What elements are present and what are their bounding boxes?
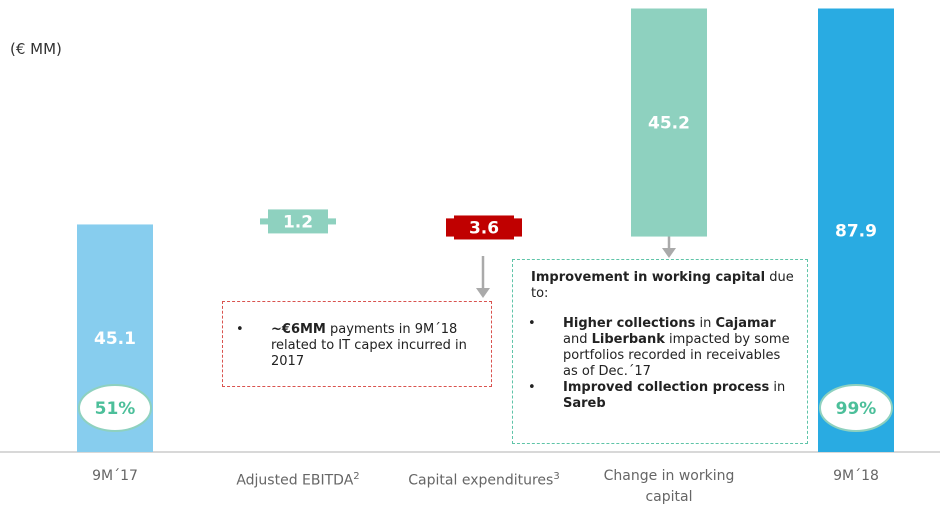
annotation-text: impacted by some portfolios recorded in … bbox=[563, 332, 790, 379]
category: 9M´17 bbox=[92, 468, 138, 484]
percentage-label: 99% bbox=[836, 399, 877, 419]
annotation-text: and bbox=[563, 332, 592, 347]
x-tick-label: Change in working capital bbox=[579, 466, 759, 508]
annotation-bullet: ~€6MM payments in 9M´18 related to IT ca… bbox=[236, 322, 479, 370]
annotation-list: ~€6MM payments in 9M´18 related to IT ca… bbox=[231, 322, 479, 370]
value-label: 1.2 bbox=[283, 212, 313, 232]
footnote-mark: 2 bbox=[353, 471, 360, 482]
value-label: 87.9 bbox=[835, 221, 877, 241]
category: 9M´18 bbox=[833, 468, 879, 484]
annotation-text: in bbox=[695, 316, 716, 331]
annotation-text: Improvement in working capital bbox=[531, 270, 766, 285]
category: Capital expenditures bbox=[408, 472, 554, 489]
value-label: 45.1 bbox=[94, 329, 136, 349]
annotation-text: Higher collections bbox=[563, 316, 696, 331]
category: Change in working capital bbox=[603, 468, 735, 505]
annotation-text: Cajamar bbox=[715, 316, 776, 331]
arrow-head bbox=[476, 288, 490, 298]
unit-label: (€ MM) bbox=[10, 40, 62, 58]
annotation-box: ~€6MM payments in 9M´18 related to IT ca… bbox=[222, 301, 492, 387]
value-label: 45.2 bbox=[648, 114, 690, 134]
annotation-bullet: Improved collection process in Sareb bbox=[528, 380, 795, 412]
x-tick-label: Capital expenditures3 bbox=[394, 466, 574, 492]
annotation-box: Improvement in working capital due to: Hi… bbox=[512, 259, 808, 444]
value-label-box bbox=[268, 209, 328, 234]
value-label: 3.6 bbox=[469, 218, 499, 238]
annotation-text: Liberbank bbox=[591, 332, 665, 347]
percentage-badge bbox=[819, 384, 893, 432]
arrow-head bbox=[662, 248, 676, 258]
annotation-paragraph: Improvement in working capital due to: bbox=[531, 270, 795, 302]
percentage-badge bbox=[78, 384, 152, 432]
annotation-text: Improved collection process bbox=[563, 380, 770, 395]
annotation-text: in bbox=[769, 380, 786, 395]
annotation-list: Higher collections in Cajamar and Liberb… bbox=[528, 316, 795, 412]
annotation-text: Sareb bbox=[563, 396, 606, 411]
annotation-text: ~€6MM bbox=[271, 322, 326, 337]
value-label-box bbox=[454, 215, 514, 240]
category: Adjusted EBITDA bbox=[236, 472, 354, 489]
footnote-mark: 3 bbox=[553, 471, 560, 482]
x-tick-label: Adjusted EBITDA2 bbox=[208, 466, 388, 492]
annotation-text: due to: bbox=[531, 270, 794, 301]
annotation-text: payments in 9M´18 related to IT capex in… bbox=[271, 322, 467, 369]
bar bbox=[631, 8, 707, 237]
annotation-bullet: Higher collections in Cajamar and Liberb… bbox=[528, 316, 795, 380]
bar bbox=[818, 8, 894, 452]
percentage-label: 51% bbox=[95, 399, 136, 419]
x-tick-label: 9M´18 bbox=[766, 466, 940, 487]
x-tick-label: 9M´17 bbox=[25, 466, 205, 487]
